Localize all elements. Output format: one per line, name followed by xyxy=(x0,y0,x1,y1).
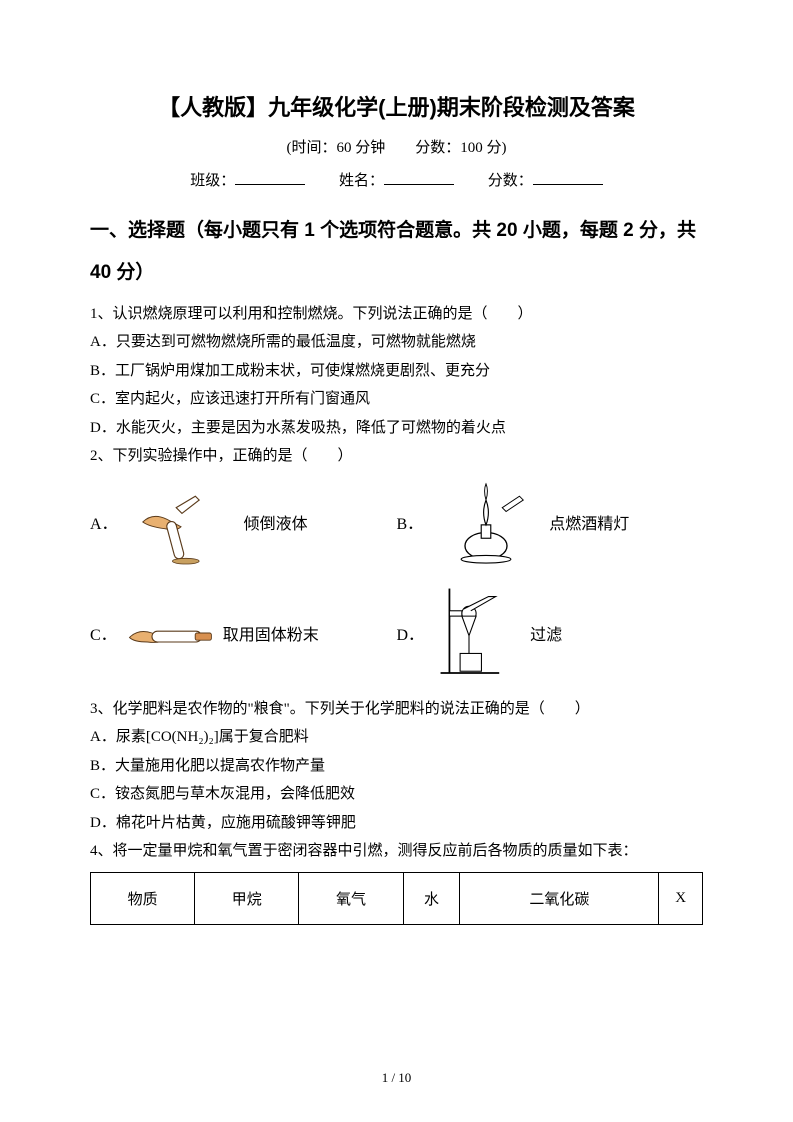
q1-opt-c: C．室内起火，应该迅速打开所有门窗通风 xyxy=(90,385,703,414)
q2-cell-c: C． 取用固体粉末 xyxy=(90,603,397,663)
q2-cell-b: B． 点燃酒精灯 xyxy=(397,479,704,565)
solid-powder-icon xyxy=(125,603,215,663)
q2-a-text: 倾倒液体 xyxy=(244,510,308,534)
q3-opt-d: D．棉花叶片枯黄，应施用硫酸钾等钾肥 xyxy=(90,809,703,838)
q2-b-text: 点燃酒精灯 xyxy=(549,510,629,534)
q2-d-text: 过滤 xyxy=(530,621,562,645)
table-row: 物质 甲烷 氧气 水 二氧化碳 X xyxy=(91,872,703,924)
info-line: 班级： 姓名： 分数： xyxy=(90,169,703,190)
q2-row-ab: A． 倾倒液体 B． xyxy=(90,479,703,565)
page: 【人教版】九年级化学(上册)期末阶段检测及答案 (时间：60 分钟 分数：100… xyxy=(0,0,793,1122)
name-blank xyxy=(384,169,454,185)
q3-stem: 3、化学肥料是农作物的"粮食"。下列关于化学肥料的说法正确的是（ ） xyxy=(90,695,703,724)
score-blank xyxy=(533,169,603,185)
section-heading: 一、选择题（每小题只有 1 个选项符合题意。共 20 小题，每题 2 分，共 4… xyxy=(90,210,703,294)
q3-opt-a: A．尿素[CO(NH₂)₂]属于复合肥料 xyxy=(90,723,703,752)
q2-c-text: 取用固体粉末 xyxy=(223,621,319,645)
q3-opt-b: B．大量施用化肥以提高农作物产量 xyxy=(90,752,703,781)
q2-stem: 2、下列实验操作中，正确的是（ ） xyxy=(90,442,703,471)
doc-subtitle: (时间：60 分钟 分数：100 分) xyxy=(90,136,703,157)
q2-row-cd: C． 取用固体粉末 D． xyxy=(90,583,703,683)
th-2: 氧气 xyxy=(299,872,403,924)
q1-opt-b: B．工厂锅炉用煤加工成粉末状，可使煤燃烧更剧烈、更充分 xyxy=(90,357,703,386)
q2-c-label: C． xyxy=(90,621,117,645)
alcohol-lamp-icon xyxy=(431,479,541,565)
th-0: 物质 xyxy=(91,872,195,924)
doc-title: 【人教版】九年级化学(上册)期末阶段检测及答案 xyxy=(90,90,703,122)
q2-b-label: B． xyxy=(397,510,424,534)
th-3: 水 xyxy=(403,872,460,924)
q1-opt-d: D．水能灭火，主要是因为水蒸发吸热，降低了可燃物的着火点 xyxy=(90,414,703,443)
page-number: 1 / 10 xyxy=(0,1070,793,1086)
th-4: 二氧化碳 xyxy=(460,872,659,924)
q1-opt-a: A．只要达到可燃物燃烧所需的最低温度，可燃物就能燃烧 xyxy=(90,328,703,357)
class-label: 班级： xyxy=(190,173,235,189)
q2-cell-d: D． 过滤 xyxy=(397,583,704,683)
name-label: 姓名： xyxy=(339,173,384,189)
q2-a-label: A． xyxy=(90,510,118,534)
pour-liquid-icon xyxy=(126,479,236,565)
th-5: X xyxy=(659,872,703,924)
q2-cell-a: A． 倾倒液体 xyxy=(90,479,397,565)
score-label: 分数： xyxy=(488,173,533,189)
class-blank xyxy=(235,169,305,185)
q1-stem: 1、认识燃烧原理可以利用和控制燃烧。下列说法正确的是（ ） xyxy=(90,300,703,329)
q2-d-label: D． xyxy=(397,621,425,645)
filter-icon xyxy=(432,583,522,683)
q4-stem: 4、将一定量甲烷和氧气置于密闭容器中引燃，测得反应前后各物质的质量如下表： xyxy=(90,837,703,866)
th-1: 甲烷 xyxy=(195,872,299,924)
q3-opt-c: C．铵态氮肥与草木灰混用，会降低肥效 xyxy=(90,780,703,809)
q4-table: 物质 甲烷 氧气 水 二氧化碳 X xyxy=(90,872,703,925)
